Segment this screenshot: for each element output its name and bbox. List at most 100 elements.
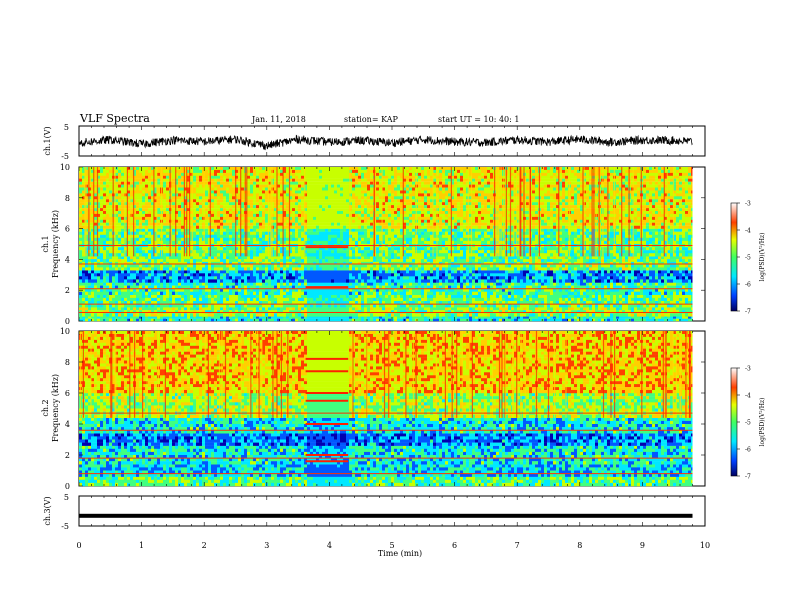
spectrogram-cell [85, 295, 88, 298]
spectrogram-cell [499, 313, 502, 316]
spectrogram-cell [505, 313, 508, 316]
spectrogram-cell [211, 295, 214, 298]
spectrogram-cell [358, 307, 361, 310]
spectrogram-cell [322, 295, 325, 298]
spectrogram-cell [478, 295, 481, 298]
spectrogram-cell [133, 283, 136, 286]
spectrogram-cell [394, 295, 397, 298]
spectrogram-cell [607, 298, 610, 301]
spectrogram-cell [328, 313, 331, 316]
spectrogram-cell [451, 319, 454, 322]
spectrogram-cell [487, 295, 490, 298]
spectrogram-cell [331, 310, 334, 313]
spectrogram-cell [244, 310, 247, 313]
spectrogram-cell [316, 319, 319, 322]
spectrogram-cell [652, 295, 655, 298]
spectrogram-cell [109, 298, 112, 301]
spectrogram-cell [334, 313, 337, 316]
spectrogram-cell [478, 313, 481, 316]
spectrogram-cell [625, 316, 628, 319]
spectrogram-cell [475, 319, 478, 322]
spectrogram-cell [136, 310, 139, 313]
spectrogram-cell [547, 295, 550, 298]
spectrogram-cell [358, 319, 361, 322]
spectrogram-cell [352, 313, 355, 316]
spectrogram-cell [151, 298, 154, 301]
spectrogram-cell [178, 310, 181, 313]
spectrogram-cell [301, 298, 304, 301]
spectrogram-cell [130, 283, 133, 286]
spectrogram-cell [280, 310, 283, 313]
spectrogram-cell [556, 319, 559, 322]
spectrogram-cell [136, 307, 139, 310]
spectrogram-cell [409, 319, 412, 322]
spectrogram-cell [508, 307, 511, 310]
spectrogram-cell [601, 313, 604, 316]
spectrogram-cell [514, 313, 517, 316]
spectrogram-cell [274, 295, 277, 298]
spectrogram-cell [247, 316, 250, 319]
spectrogram-cell [625, 319, 628, 322]
spectrogram-cell [466, 295, 469, 298]
spectrogram-cell [310, 319, 313, 322]
spectrogram-cell [493, 319, 496, 322]
spectrogram-cell [592, 313, 595, 316]
spectrogram-cell [514, 295, 517, 298]
spectrogram-cell [454, 310, 457, 313]
spectrogram-cell [352, 295, 355, 298]
spectrogram-cell [223, 298, 226, 301]
spectrogram-cell [457, 307, 460, 310]
spectrogram-cell [208, 307, 211, 310]
spectrogram-cell [232, 298, 235, 301]
spectrogram-cell [499, 295, 502, 298]
spectrogram-cell [490, 316, 493, 319]
spectrogram-cell [436, 310, 439, 313]
spectrogram-cell [550, 307, 553, 310]
spectrogram-cell [127, 307, 130, 310]
spectrogram-cell [244, 313, 247, 316]
spectrogram-cell [631, 316, 634, 319]
spectrogram-cell [103, 283, 106, 286]
spectrogram-cell [430, 307, 433, 310]
spectrogram-cell [223, 307, 226, 310]
spectrogram-cell [484, 295, 487, 298]
spectrogram-cell [307, 295, 310, 298]
spectrogram-cell [628, 313, 631, 316]
spectrogram-cell [442, 313, 445, 316]
spectrogram-cell [622, 298, 625, 301]
spectrogram-cell [367, 307, 370, 310]
spectrogram-cell [160, 307, 163, 310]
spectrogram-cell [340, 307, 343, 310]
spectrogram-cell [373, 319, 376, 322]
spectrogram-cell [604, 307, 607, 310]
spectrogram-cell [283, 313, 286, 316]
spectrogram-cell [592, 295, 595, 298]
spectrogram-cell [115, 298, 118, 301]
spectrogram-cell [355, 298, 358, 301]
spectrogram-cell [154, 283, 157, 286]
spectrogram-cell [511, 298, 514, 301]
spectrogram-cell [622, 319, 625, 322]
spectrogram-cell [559, 319, 562, 322]
spectrogram-cell [115, 316, 118, 319]
spectrogram-cell [673, 310, 676, 313]
spectrogram-cell [328, 307, 331, 310]
spectrogram-cell [439, 316, 442, 319]
spectrogram-cell [295, 313, 298, 316]
spectrogram-cell [325, 307, 328, 310]
spectrogram-cell [607, 313, 610, 316]
spectrogram-cell [421, 313, 424, 316]
spectrogram-cell [478, 310, 481, 313]
spectrogram-cell [274, 313, 277, 316]
spectrogram-cell [304, 298, 307, 301]
spectrogram-cell [82, 298, 85, 301]
spectrogram-cell [331, 319, 334, 322]
spectrogram-cell [334, 298, 337, 301]
spectrogram-cell [103, 310, 106, 313]
spectrogram-cell [325, 316, 328, 319]
spectrogram-cell [301, 295, 304, 298]
spectrogram-cell [253, 313, 256, 316]
spectrogram-cell [547, 319, 550, 322]
spectrogram-cell [400, 319, 403, 322]
spectrogram-cell [679, 316, 682, 319]
